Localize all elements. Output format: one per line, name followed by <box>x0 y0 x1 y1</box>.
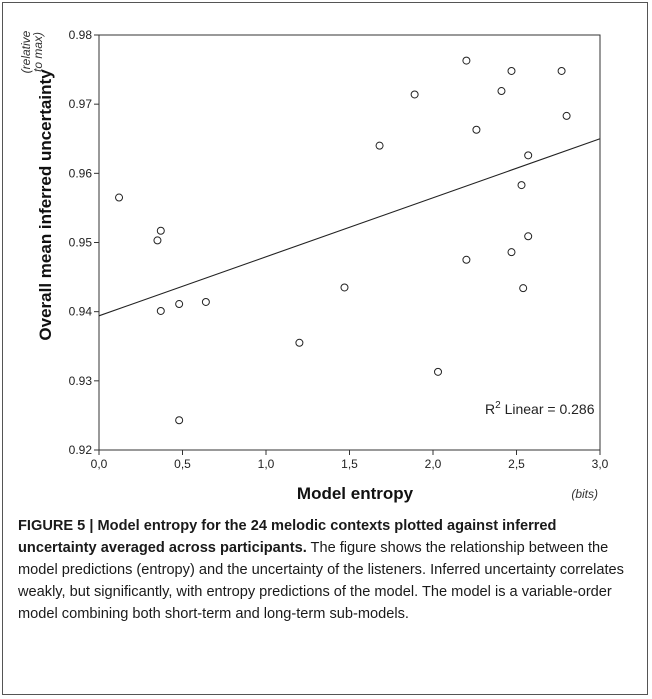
data-point <box>201 297 210 306</box>
fit-line-group <box>98 138 601 317</box>
x-ticks: 0,0 0,5 1,0 1,5 2,0 2,5 3,0 <box>91 450 609 471</box>
y-axis-unit-line1: (relative <box>19 30 33 73</box>
y-tick-label: 0.96 <box>69 166 93 180</box>
plot-area-border <box>98 34 601 451</box>
y-axis-unit-line2: to max) <box>31 32 45 72</box>
data-point <box>115 193 124 202</box>
data-point <box>519 284 528 293</box>
y-tick-label: 0.95 <box>69 236 93 250</box>
r-squared-annotation: R2 Linear = 0.286 <box>485 400 595 417</box>
data-point <box>295 338 304 347</box>
y-axis-label: Overall mean inferred uncertainty <box>36 69 55 341</box>
data-point <box>517 181 526 190</box>
data-point <box>562 111 571 120</box>
data-point <box>507 66 516 75</box>
x-axis-unit: (bits) <box>571 487 598 501</box>
x-tick-label: 2,5 <box>508 457 525 471</box>
fit-line <box>98 138 601 317</box>
y-tick-label: 0.94 <box>69 305 93 319</box>
data-point <box>175 300 184 309</box>
scatter-chart: 0,0 0,5 1,0 1,5 2,0 2,5 3,0 0.920.930.940.950.… <box>19 28 609 503</box>
x-tick-label: 0,0 <box>91 457 108 471</box>
data-point <box>156 226 165 235</box>
r-squared-sup: 2 <box>495 400 501 411</box>
data-points <box>115 56 571 425</box>
r-squared-rest: Linear = 0.286 <box>501 401 595 417</box>
figure-caption: FIGURE 5 | Model entropy for the 24 melo… <box>18 515 633 625</box>
data-point <box>462 56 471 65</box>
data-point <box>472 125 481 134</box>
x-tick-label: 3,0 <box>592 457 609 471</box>
data-point <box>156 306 165 315</box>
data-point <box>497 87 506 96</box>
y-ticks: 0.92 0.93 0.94 0.95 0.96 0.97 0.98 <box>69 28 99 457</box>
data-point <box>507 248 516 257</box>
caption-title: FIGURE 5 | Model entropy for the 24 melo… <box>18 518 557 556</box>
y-tick-label: 0.97 <box>69 97 93 111</box>
data-point <box>524 151 533 160</box>
r-squared-base: R <box>485 401 495 417</box>
y-tick-label: 0.93 <box>69 374 93 388</box>
data-point <box>410 90 419 99</box>
caption-body: The figure shows the relationship betwee… <box>18 540 624 622</box>
axes <box>98 34 601 451</box>
data-point <box>340 283 349 292</box>
y-tick-label: 0.92 <box>69 443 93 457</box>
y-tick-label: 0.98 <box>69 28 93 42</box>
data-point <box>434 367 443 376</box>
x-tick-label: 0,5 <box>174 457 191 471</box>
x-tick-label: 2,0 <box>425 457 442 471</box>
data-point <box>524 232 533 241</box>
data-point <box>175 416 184 425</box>
x-tick-label: 1,0 <box>258 457 275 471</box>
data-point <box>375 141 384 150</box>
x-tick-label: 1,5 <box>341 457 358 471</box>
x-axis-label: Model entropy <box>297 484 414 503</box>
data-point <box>557 66 566 75</box>
data-point <box>153 236 162 245</box>
data-point <box>462 255 471 264</box>
